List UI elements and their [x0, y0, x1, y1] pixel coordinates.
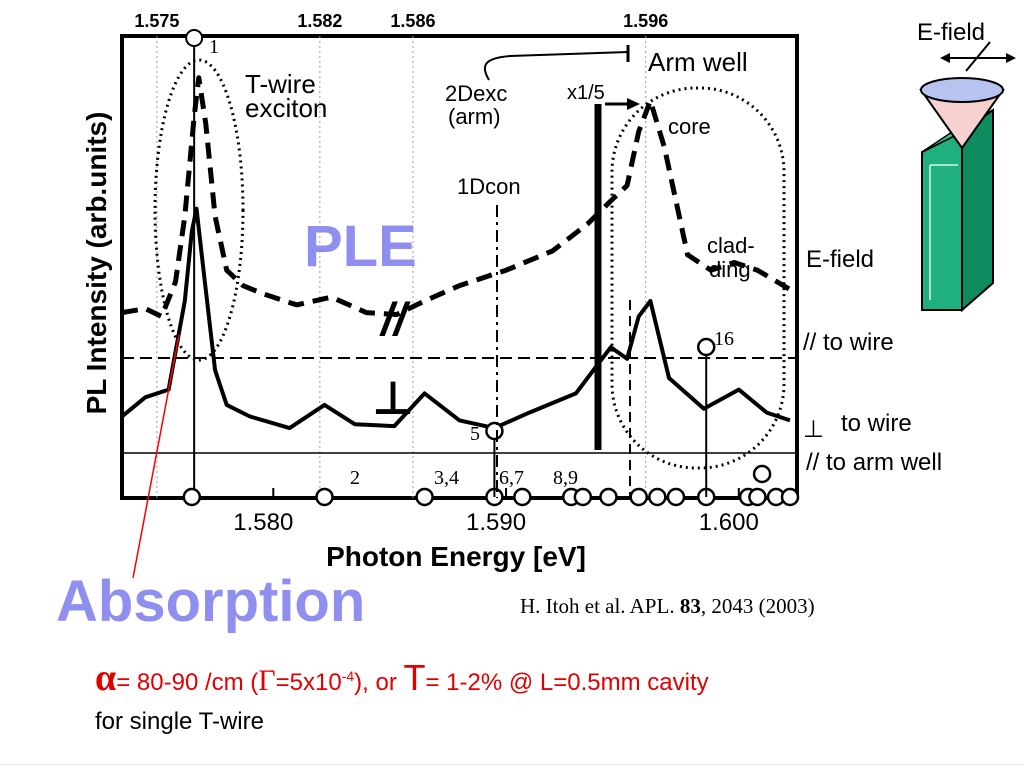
- top-tick-label-2: 1.586: [390, 11, 435, 31]
- absorption-formula: α= 80-90 /cm (Γ=5x10-4), or T= 1-2% @ L=…: [95, 656, 709, 700]
- annotation-marker-1: 1: [209, 36, 219, 58]
- top-tick-label-1: 1.582: [297, 11, 342, 31]
- plot-frame: [120, 34, 799, 500]
- absorption-marker-8: [629, 487, 648, 507]
- t-value: = 1-2% @ L=0.5mm cavity: [425, 669, 709, 696]
- parallel-arm-label: // to arm well: [806, 449, 942, 476]
- marker-extra-circle: [752, 464, 772, 484]
- series-line-0: [121, 75, 792, 319]
- annotation-marker-5: 5: [470, 423, 480, 445]
- x-axis-label: Photon Energy [eV]: [326, 541, 586, 572]
- annotation-marker-67: 6,7: [499, 467, 524, 489]
- absorption-marker-13: [748, 487, 767, 507]
- highlight-ellipses: [153, 58, 786, 470]
- efield-mid-label: E-field: [806, 246, 874, 273]
- pointer-line: [132, 334, 180, 579]
- x15-arrow-head: [627, 98, 640, 110]
- series-line-1: [120, 206, 791, 431]
- annotation-marker-34: 3,4: [434, 467, 459, 489]
- x-tick-label-0: 1.580: [233, 509, 293, 536]
- or-text: ), or: [354, 669, 404, 696]
- annotation-clad: clad-: [707, 233, 755, 258]
- annotation-ding: ding: [709, 257, 751, 282]
- t-symbol: T: [403, 657, 426, 698]
- marker-5-circle: [485, 421, 504, 441]
- arm-well-leader: [483, 51, 629, 81]
- x-tick-label-1: 1.590: [466, 509, 526, 536]
- efield-top-label: E-field: [917, 19, 985, 46]
- annotation-2dexc: 2Dexc: [445, 81, 507, 106]
- perp-wire-label: to wire: [841, 410, 912, 437]
- annotation-arm: (arm): [448, 104, 501, 129]
- parallel-wire-label: // to wire: [803, 329, 894, 356]
- absorption-marker-0: [182, 487, 202, 507]
- absorption-marker-4: [513, 487, 532, 507]
- absorption-title: Absorption: [56, 569, 366, 634]
- annotation-leader-lines: [132, 45, 640, 579]
- annotation-x15: x1/5: [567, 82, 605, 104]
- annotation-core: core: [668, 114, 711, 139]
- marker-16-circle: [696, 337, 716, 357]
- vertical-guides: 1.575 1.582 1.586 1.596: [134, 11, 668, 498]
- citation: H. Itoh et al. APL. 83, 2043 (2003): [520, 594, 815, 619]
- marker-circle-1: [185, 29, 204, 47]
- gamma-value: =5x10: [275, 669, 342, 696]
- annotation-arm-well: Arm well: [648, 47, 748, 77]
- annotation-twire: T-wire: [245, 69, 316, 99]
- absorption-marker-9: [648, 487, 667, 507]
- cone-top: [920, 77, 1004, 103]
- citation-rest: , 2043 (2003): [700, 594, 815, 618]
- x-ticks: 1.580 1.590 1.600: [233, 488, 759, 536]
- citation-volume: 83: [679, 594, 701, 618]
- perp-symbol-label: ⊥: [803, 415, 824, 443]
- gamma-exponent: -4: [341, 668, 355, 684]
- annotation-marker-2: 2: [350, 467, 360, 489]
- annotation-parallel: //: [379, 293, 411, 345]
- spectrum-chart: 1.575 1.582 1.586 1.596 1.580 1.590 1.600 Pho…: [81, 11, 1016, 579]
- absorption-marker-2: [415, 487, 434, 507]
- bottom-rule: [0, 764, 1024, 765]
- absorption-markers: [182, 337, 800, 507]
- wire-front-face: [921, 130, 963, 311]
- absorption-marker-6: [573, 487, 593, 507]
- baselines: [122, 357, 797, 454]
- absorption-marker-15: [780, 487, 800, 507]
- gamma-symbol: Γ: [258, 664, 276, 697]
- efield-top-glyph: [940, 41, 1016, 72]
- absorption-marker-10: [666, 487, 686, 507]
- t-wire-illustration: [919, 77, 1005, 313]
- alpha-value: = 80-90 /cm (: [116, 669, 259, 696]
- y-axis-label: PL Intensity (arb.units): [81, 112, 112, 415]
- series-layer: [120, 75, 792, 431]
- absorption-marker-7: [599, 487, 618, 507]
- annotation-marker-89: 8,9: [553, 467, 578, 489]
- top-tick-label-3: 1.596: [623, 11, 668, 31]
- citation-authors: H. Itoh et al. APL.: [520, 594, 680, 618]
- annotation-1dcon: 1Dcon: [457, 174, 521, 199]
- ple-label: PLE: [304, 214, 417, 279]
- annotation-marker-16: 16: [714, 328, 734, 350]
- twire-ellipse: [153, 58, 245, 362]
- arm-well-ellipse: [610, 86, 786, 470]
- alpha-symbol: α: [95, 657, 117, 699]
- annotation-exciton: exciton: [245, 93, 327, 123]
- annotation-perp: ⊥: [372, 371, 414, 425]
- top-tick-label-0: 1.575: [134, 11, 179, 31]
- x-tick-label-2: 1.600: [699, 509, 759, 536]
- formula-line-2: for single T-wire: [95, 708, 264, 735]
- absorption-marker-1: [315, 487, 334, 507]
